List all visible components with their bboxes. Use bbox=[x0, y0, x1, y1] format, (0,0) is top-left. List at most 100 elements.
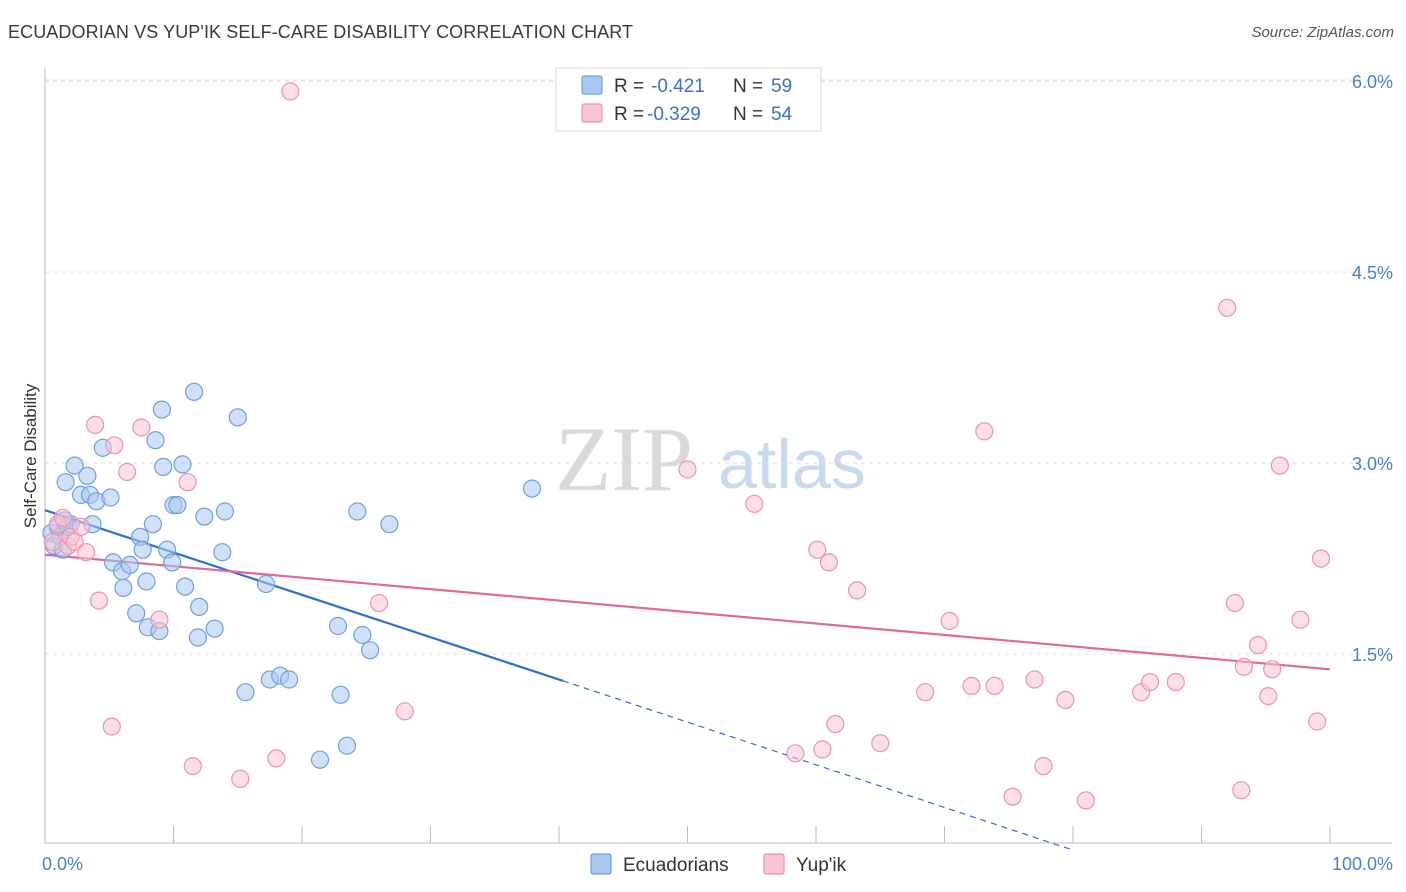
ecuadorian-point-23 bbox=[137, 572, 156, 591]
ecuadorian-point-36 bbox=[185, 382, 204, 401]
yupik-point-15 bbox=[178, 473, 197, 492]
yupik-point-36 bbox=[1003, 787, 1022, 806]
yupik-point-26 bbox=[813, 740, 832, 759]
series-ecuadorians bbox=[42, 382, 542, 769]
ecuadorian-point-44 bbox=[236, 683, 255, 702]
yupik-point-31 bbox=[916, 683, 935, 702]
yupik-point-47 bbox=[1234, 657, 1254, 676]
y-tick-label-0: 1.5% bbox=[1352, 645, 1393, 665]
bottom-legend-swatch-ecuadorians bbox=[590, 853, 612, 875]
yupik-point-9 bbox=[89, 591, 109, 610]
ecuadorian-point-45 bbox=[256, 574, 276, 594]
yupik-point-43 bbox=[1166, 672, 1185, 692]
yupik-point-33 bbox=[962, 676, 981, 696]
yupik-point-16 bbox=[183, 756, 202, 776]
ecuadorian-point-29 bbox=[154, 457, 173, 476]
ecuadorian-point-55 bbox=[361, 641, 380, 660]
yupik-point-22 bbox=[678, 460, 697, 479]
legend-box: R = -0.421 N = 59 R = -0.329 N = 54 bbox=[555, 67, 822, 132]
yupik-point-46 bbox=[1232, 781, 1251, 800]
y-tick-labels: 1.5% 3.0% 4.5% 6.0% bbox=[1352, 72, 1393, 665]
ecuadorian-point-40 bbox=[205, 619, 224, 638]
yupik-point-28 bbox=[826, 714, 845, 734]
yupik-point-53 bbox=[1308, 712, 1327, 731]
yupik-point-40 bbox=[1076, 791, 1096, 810]
yupik-point-49 bbox=[1259, 686, 1278, 706]
ecuadorian-point-51 bbox=[331, 685, 350, 704]
ecuadorian-point-43 bbox=[228, 408, 247, 427]
yupik-point-45 bbox=[1225, 593, 1245, 613]
yupik-point-11 bbox=[105, 436, 124, 455]
ecuadorian-point-15 bbox=[101, 488, 120, 507]
ecuadorian-point-25 bbox=[143, 515, 162, 534]
yupik-point-30 bbox=[871, 734, 890, 753]
ecuadorian-point-41 bbox=[213, 543, 232, 562]
x-tick-label-1: 100.0% bbox=[1332, 854, 1393, 874]
yupik-point-44 bbox=[1218, 298, 1237, 317]
ecuadorian-point-7 bbox=[65, 456, 84, 475]
legend-r-label-yupik: R = bbox=[614, 104, 644, 125]
yupik-point-52 bbox=[1291, 610, 1310, 629]
series-yupik bbox=[43, 82, 1331, 810]
yupik-point-50 bbox=[1263, 660, 1282, 679]
bottom-legend-label-yupik: Yup'ik bbox=[796, 855, 847, 876]
ecuadorian-point-38 bbox=[190, 597, 209, 617]
yupik-point-48 bbox=[1248, 635, 1268, 655]
legend-r-value-yupik: -0.329 bbox=[647, 104, 701, 125]
ecuadorian-point-19 bbox=[120, 555, 139, 575]
axes bbox=[44, 68, 1392, 844]
ecuadorian-point-57 bbox=[522, 479, 542, 498]
yupik-point-35 bbox=[985, 676, 1004, 696]
yupik-point-6 bbox=[71, 517, 91, 536]
yupik-point-21 bbox=[395, 702, 414, 721]
legend-n-label-ecuadorians: N = bbox=[733, 76, 763, 97]
yupik-point-2 bbox=[53, 508, 73, 527]
yupik-point-18 bbox=[267, 749, 286, 768]
y-axis-label: Self-Care Disability bbox=[21, 383, 40, 528]
ecuadorian-point-20 bbox=[127, 604, 146, 623]
yupik-point-54 bbox=[1311, 549, 1331, 568]
ecuadorian-point-48 bbox=[280, 670, 299, 689]
data-points bbox=[42, 82, 1331, 810]
legend-n-value-yupik: 54 bbox=[771, 104, 793, 125]
yupik-point-27 bbox=[819, 553, 839, 572]
watermark-atlas: atlas bbox=[718, 425, 866, 503]
y-tick-label-1: 3.0% bbox=[1352, 454, 1393, 474]
yupik-point-12 bbox=[118, 462, 137, 482]
yupik-point-0 bbox=[43, 532, 62, 552]
ecuadorian-point-10 bbox=[78, 466, 97, 485]
yupik-point-51 bbox=[1270, 456, 1290, 475]
bottom-legend-swatch-yupik bbox=[763, 853, 785, 875]
legend-r-value-ecuadorians: -0.421 bbox=[651, 76, 705, 97]
ecuadorian-point-52 bbox=[337, 736, 357, 755]
ecuadorian-point-53 bbox=[348, 502, 367, 521]
yupik-point-7 bbox=[76, 543, 96, 562]
ecuadorian-point-39 bbox=[195, 507, 214, 526]
watermark: ZIP atlas bbox=[555, 408, 866, 510]
yupik-point-42 bbox=[1140, 672, 1160, 692]
ecuadorian-point-33 bbox=[168, 496, 187, 515]
y-tick-label-3: 6.0% bbox=[1352, 72, 1393, 92]
ecuadorian-point-22 bbox=[133, 540, 152, 559]
yupik-point-29 bbox=[847, 581, 867, 600]
ecuadorian-point-49 bbox=[310, 750, 330, 769]
yupik-point-39 bbox=[1056, 690, 1075, 710]
yupik-point-32 bbox=[940, 611, 959, 631]
x-tick-labels: 0.0% 100.0% bbox=[42, 854, 1393, 874]
ecuadorian-point-34 bbox=[173, 455, 192, 474]
ecuadorian-point-56 bbox=[380, 515, 399, 534]
yupik-point-38 bbox=[1034, 756, 1053, 776]
yupik-point-10 bbox=[102, 717, 121, 736]
ecuadorian-point-54 bbox=[353, 625, 372, 645]
legend-swatch-ecuadorians bbox=[581, 75, 603, 95]
trend-lines bbox=[44, 509, 1331, 851]
bottom-legend: Ecuadorians Yup'ik bbox=[590, 853, 847, 876]
yupik-point-8 bbox=[85, 415, 105, 434]
x-tick-label-0: 0.0% bbox=[42, 854, 83, 874]
yupik-point-20 bbox=[370, 593, 389, 613]
ecuadorian-point-37 bbox=[188, 628, 207, 647]
ecuadorian-point-31 bbox=[163, 553, 182, 572]
legend-n-value-ecuadorians: 59 bbox=[771, 76, 792, 97]
source-label: Source: ZipAtlas.com bbox=[1251, 24, 1394, 41]
